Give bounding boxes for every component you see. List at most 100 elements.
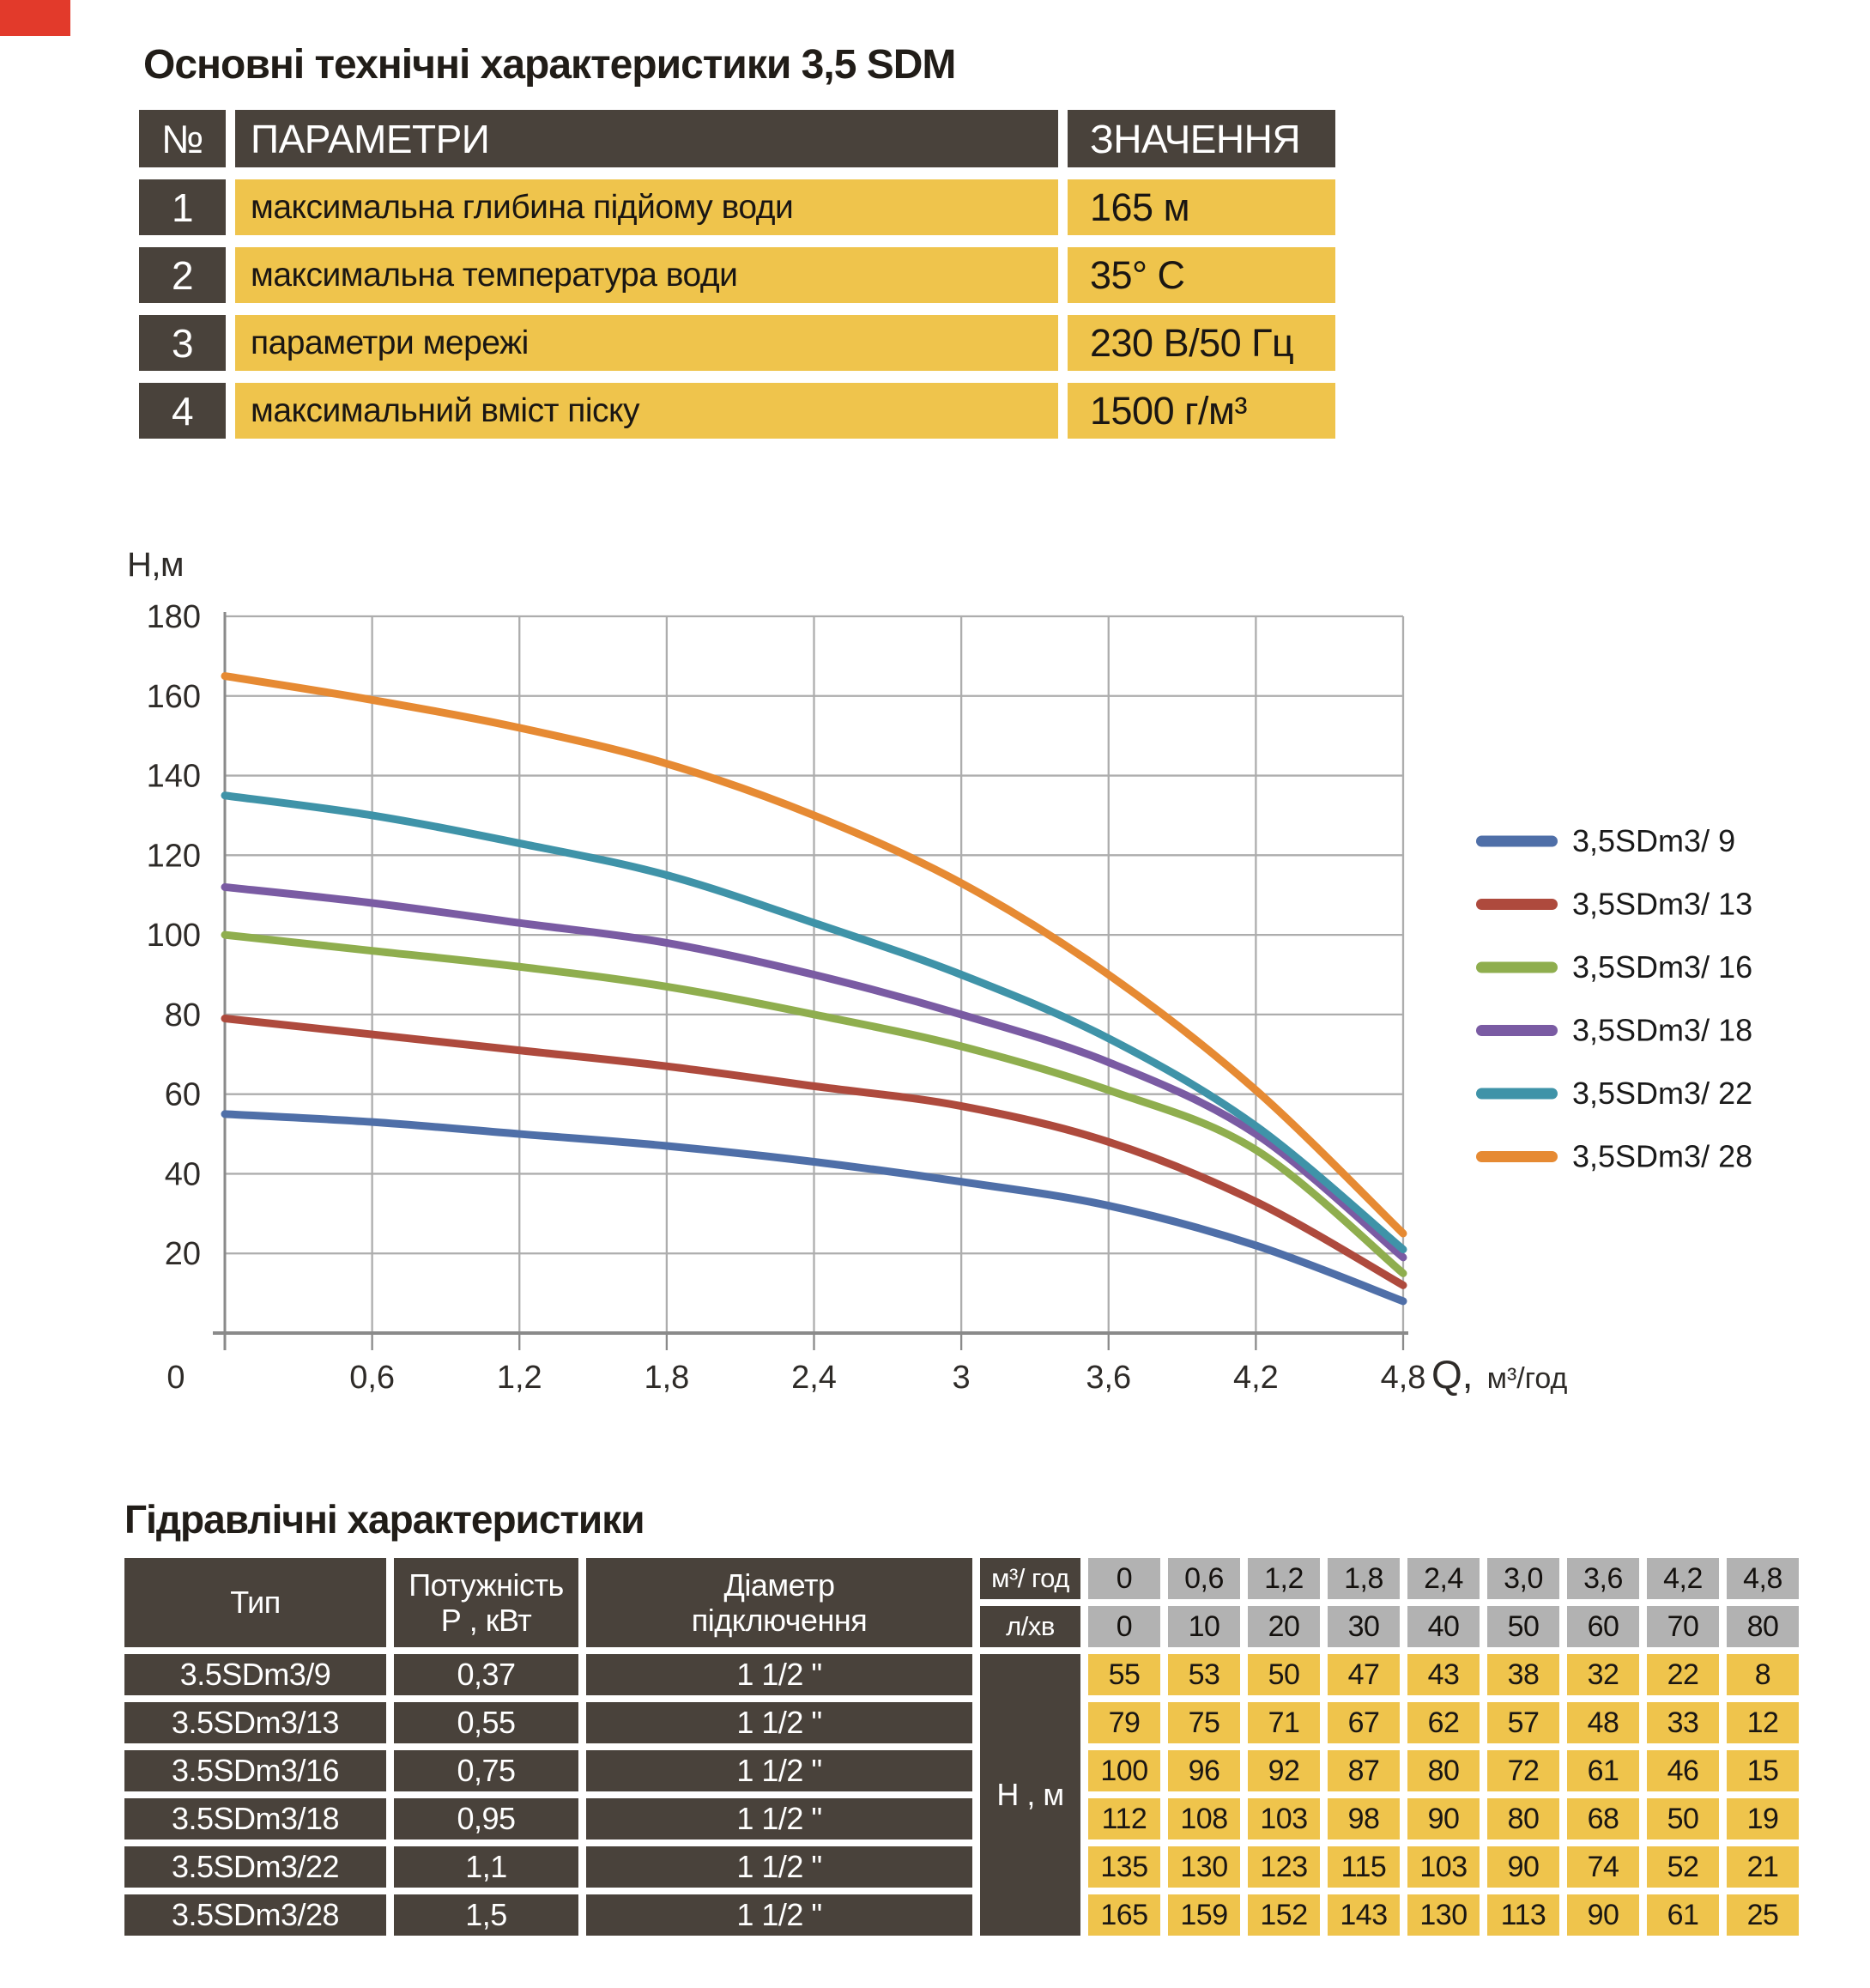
pump-type-cell: 3.5SDm3/9 xyxy=(124,1654,386,1695)
head-value-cell: 55 xyxy=(1088,1654,1160,1695)
head-value-cell: 96 xyxy=(1168,1750,1240,1791)
spec-row-param: параметри мережі xyxy=(235,315,1058,371)
x-tick-label: 4,2 xyxy=(1233,1360,1279,1396)
head-value-cell: 72 xyxy=(1487,1750,1559,1791)
flow-m3-header-cell: 3,6 xyxy=(1567,1558,1639,1599)
spec-row-value: 1500 г/м³ xyxy=(1068,383,1335,439)
head-value-cell: 159 xyxy=(1168,1894,1240,1936)
head-value-cell: 80 xyxy=(1407,1750,1480,1791)
x-tick-label: 3,6 xyxy=(1086,1360,1131,1396)
legend-swatch xyxy=(1476,1151,1558,1162)
head-value-cell: 43 xyxy=(1407,1654,1480,1695)
flow-lmin-header-cell: 10 xyxy=(1168,1606,1240,1647)
head-value-cell: 87 xyxy=(1328,1750,1400,1791)
head-value-cell: 21 xyxy=(1727,1846,1799,1888)
spec-table: № ПАРАМЕТРИ ЗНАЧЕННЯ 1 максимальна глиби… xyxy=(139,110,1335,439)
head-value-cell: 79 xyxy=(1088,1702,1160,1743)
spec-row-param: максимальна глибина підйому води xyxy=(235,179,1058,235)
legend-swatch xyxy=(1476,835,1558,847)
pump-type-cell: 3.5SDm3/22 xyxy=(124,1846,386,1888)
head-value-cell: 61 xyxy=(1647,1894,1719,1936)
head-value-cell: 130 xyxy=(1407,1894,1480,1936)
y-tick-label: 80 xyxy=(165,997,201,1033)
head-value-cell: 15 xyxy=(1727,1750,1799,1791)
pump-power-cell: 0,55 xyxy=(394,1702,578,1743)
hydro-header-power: Потужність Р , кВт xyxy=(394,1558,578,1647)
head-value-cell: 100 xyxy=(1088,1750,1160,1791)
head-value-cell: 8 xyxy=(1727,1654,1799,1695)
chart-y-axis-title: Н,м xyxy=(127,546,185,584)
x-tick-label: 1,2 xyxy=(497,1360,542,1396)
head-value-cell: 33 xyxy=(1647,1702,1719,1743)
flow-m3-header-cell: 4,2 xyxy=(1647,1558,1719,1599)
hydro-header-power-line1: Потужність xyxy=(408,1567,564,1603)
flow-m3-header-cell: 2,4 xyxy=(1407,1558,1480,1599)
corner-red-mark xyxy=(0,0,70,36)
y-tick-label: 60 xyxy=(165,1077,201,1113)
pump-diameter-cell: 1 1/2 " xyxy=(586,1654,972,1695)
pump-diameter-cell: 1 1/2 " xyxy=(586,1894,972,1936)
y-tick-label: 140 xyxy=(147,759,201,795)
series-curve xyxy=(221,791,1407,1254)
page-title: Основні технічні характеристики 3,5 SDM xyxy=(143,42,956,88)
flow-m3-header-cell: 0,6 xyxy=(1168,1558,1240,1599)
head-value-cell: 165 xyxy=(1088,1894,1160,1936)
spec-row-num: 4 xyxy=(139,383,226,439)
head-value-cell: 130 xyxy=(1168,1846,1240,1888)
head-value-cell: 152 xyxy=(1248,1894,1320,1936)
spec-row-value: 230 В/50 Гц xyxy=(1068,315,1335,371)
pump-type-cell: 3.5SDm3/18 xyxy=(124,1798,386,1840)
spec-row-value: 165 м xyxy=(1068,179,1335,235)
legend-swatch xyxy=(1476,1088,1558,1100)
series-curve xyxy=(221,930,1407,1277)
y-tick-label: 40 xyxy=(165,1156,201,1192)
head-value-cell: 50 xyxy=(1647,1798,1719,1840)
head-value-cell: 112 xyxy=(1088,1798,1160,1840)
x-tick-label: 3 xyxy=(953,1360,971,1396)
head-value-cell: 25 xyxy=(1727,1894,1799,1936)
hydro-header-diameter-line2: підключення xyxy=(691,1603,868,1638)
hydro-header-diameter: Діаметр підключення xyxy=(586,1558,972,1647)
head-value-cell: 115 xyxy=(1328,1846,1400,1888)
legend-swatch xyxy=(1476,961,1558,973)
flow-lmin-header-cell: 50 xyxy=(1487,1606,1559,1647)
x-tick-label: 2,4 xyxy=(791,1360,837,1396)
head-value-cell: 103 xyxy=(1248,1798,1320,1840)
head-value-cell: 53 xyxy=(1168,1654,1240,1695)
flow-lmin-header-cell: 40 xyxy=(1407,1606,1480,1647)
legend-label: 3,5SDm3/ 18 xyxy=(1572,1013,1752,1048)
head-value-cell: 48 xyxy=(1567,1702,1639,1743)
series-curve xyxy=(221,882,1407,1262)
pump-type-cell: 3.5SDm3/28 xyxy=(124,1894,386,1936)
head-value-cell: 68 xyxy=(1567,1798,1639,1840)
chart-canvas: 20 40 60 80 100 120 140 160 180 0 0,6 1,2 1,8 2,4 3 3,6… xyxy=(147,599,1753,1397)
legend-label: 3,5SDm3/ 22 xyxy=(1572,1076,1752,1111)
pump-power-cell: 0,75 xyxy=(394,1750,578,1791)
x-tick-label: 1,8 xyxy=(644,1360,689,1396)
pump-diameter-cell: 1 1/2 " xyxy=(586,1750,972,1791)
spec-header-value: ЗНАЧЕННЯ xyxy=(1068,110,1335,167)
y-tick-label: 20 xyxy=(165,1236,201,1272)
head-value-cell: 61 xyxy=(1567,1750,1639,1791)
x-tick-label: 4,8 xyxy=(1381,1360,1426,1396)
pump-power-cell: 0,95 xyxy=(394,1798,578,1840)
head-value-cell: 108 xyxy=(1168,1798,1240,1840)
pump-type-cell: 3.5SDm3/16 xyxy=(124,1750,386,1791)
head-value-cell: 32 xyxy=(1567,1654,1639,1695)
head-value-cell: 50 xyxy=(1248,1654,1320,1695)
head-value-cell: 74 xyxy=(1567,1846,1639,1888)
head-value-cell: 80 xyxy=(1487,1798,1559,1840)
pump-curves-chart: 20 40 60 80 100 120 140 160 180 0 0,6 1,2 1,8 2,4 3 3,6… xyxy=(0,515,1870,1494)
head-value-cell: 71 xyxy=(1248,1702,1320,1743)
flow-lmin-header-cell: 70 xyxy=(1647,1606,1719,1647)
series-curve xyxy=(221,1110,1407,1306)
pump-power-cell: 1,5 xyxy=(394,1894,578,1936)
spec-row-param: максимальний вміст піску xyxy=(235,383,1058,439)
spec-row-num: 1 xyxy=(139,179,226,235)
x-tick-label: 0,6 xyxy=(349,1360,395,1396)
y-tick-label: 180 xyxy=(147,599,201,635)
spec-row-num: 3 xyxy=(139,315,226,371)
pump-power-cell: 1,1 xyxy=(394,1846,578,1888)
flow-lmin-header-cell: 0 xyxy=(1088,1606,1160,1647)
